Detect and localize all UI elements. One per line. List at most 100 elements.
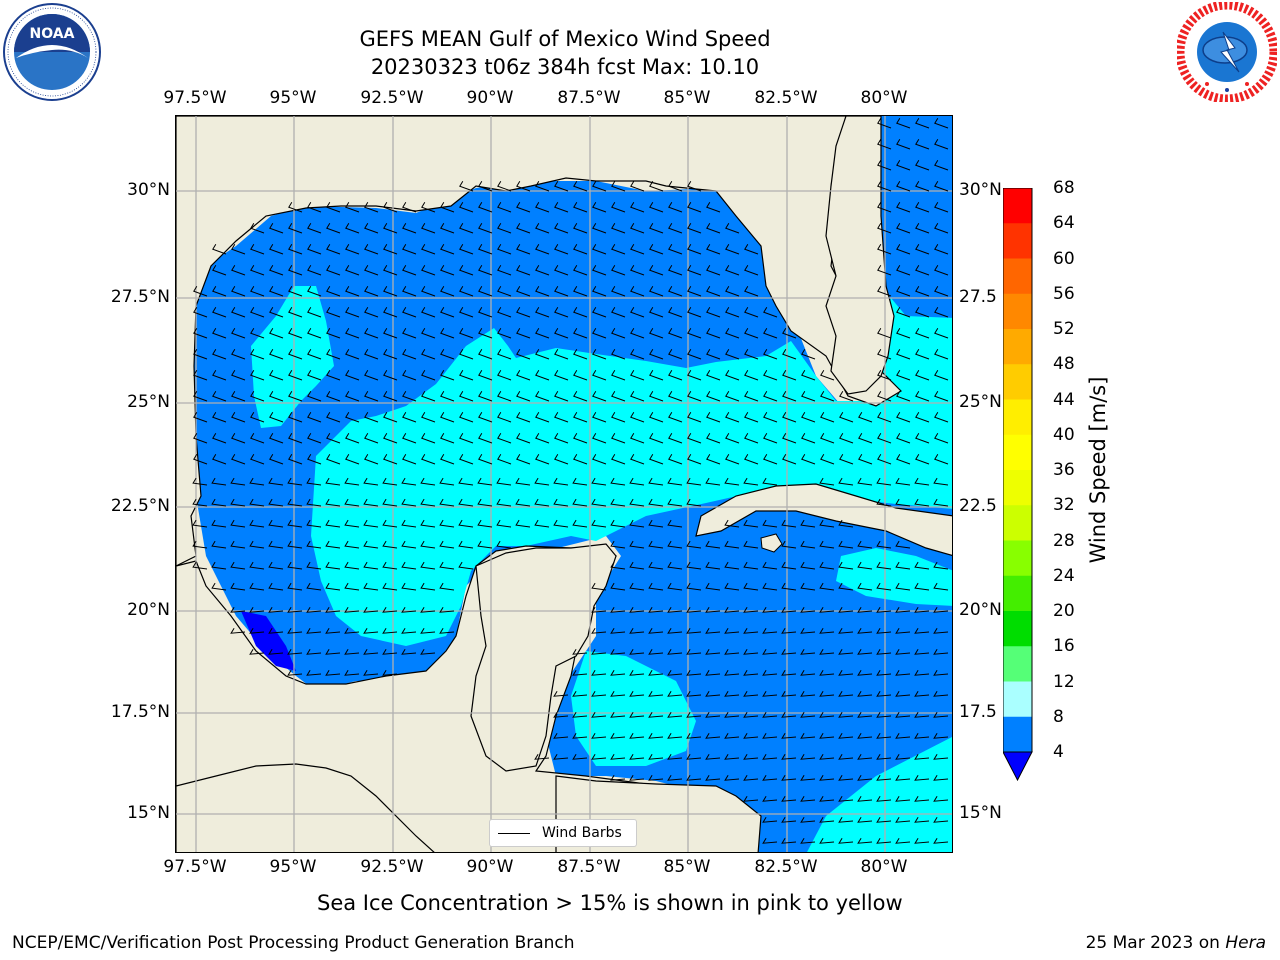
wind-barb — [876, 795, 892, 802]
colorbar-segment — [1003, 434, 1032, 471]
wind-barb — [211, 519, 227, 528]
lon-label-top: 87.5°W — [557, 88, 621, 108]
colorbar-tick: 48 — [1053, 354, 1075, 375]
wind-barb — [459, 432, 474, 444]
wind-barb — [250, 390, 265, 402]
wind-barb — [724, 669, 740, 676]
wind-barb — [724, 606, 740, 613]
wind-barb — [629, 690, 645, 697]
wind-barb — [534, 477, 550, 486]
wind-barb — [686, 498, 702, 507]
wind-barb — [668, 432, 683, 444]
wind-barb — [383, 411, 398, 423]
wind-barb — [877, 369, 892, 381]
wind-barb — [439, 627, 455, 634]
wind-barb — [345, 453, 360, 465]
wind-barb — [686, 774, 702, 781]
wind-barb — [211, 540, 227, 549]
florida-peninsula — [825, 116, 895, 395]
wind-barb — [706, 222, 721, 234]
wind-barb — [382, 519, 398, 528]
colorbar-tick: 68 — [1053, 178, 1075, 198]
wind-barb — [763, 390, 778, 402]
wind-barb — [857, 582, 873, 591]
wind-barb — [383, 222, 398, 234]
wind-barb — [268, 519, 284, 528]
wind-barb — [193, 369, 208, 381]
wind-barb — [648, 519, 664, 528]
wind-barb — [611, 390, 626, 402]
wind-barb — [895, 732, 911, 739]
colorbar-segment — [1003, 646, 1032, 682]
wind-barb — [459, 369, 474, 381]
wind-barb — [554, 243, 569, 255]
wind-barb — [193, 390, 208, 402]
wind-barb — [592, 180, 607, 192]
wind-barb — [421, 453, 436, 465]
wind-barb — [402, 222, 417, 234]
wind-barb — [876, 648, 892, 655]
wind-barb — [649, 348, 664, 360]
wind-barb — [648, 711, 664, 718]
wind-barb — [440, 264, 455, 276]
wind-barb — [306, 540, 322, 549]
wind-barb — [667, 774, 683, 781]
wind-barb — [610, 519, 626, 528]
wind-barb — [687, 411, 702, 423]
wind-barb — [630, 285, 645, 297]
wind-barb — [364, 411, 379, 423]
wind-barb — [401, 519, 417, 528]
wind-barb — [478, 390, 493, 402]
wind-barb — [249, 648, 265, 655]
colorbar-segment — [1003, 716, 1032, 753]
wind-barb — [345, 390, 360, 402]
wind-barb — [363, 519, 379, 528]
wind-barb — [459, 243, 474, 255]
colorbar-tick: 52 — [1053, 319, 1075, 339]
wind-barb — [383, 201, 398, 213]
wind-barb — [497, 432, 512, 444]
wind-barb — [592, 411, 607, 423]
wind-barb — [401, 498, 417, 507]
caribbean-south-8-12 — [807, 737, 952, 852]
wind-barb — [838, 606, 854, 613]
wind-barb — [364, 222, 379, 234]
wind-barb — [896, 201, 911, 213]
wind-barb — [573, 432, 588, 444]
wind-barb — [287, 648, 303, 655]
wind-barb — [573, 348, 588, 360]
wind-barb — [838, 477, 854, 486]
wind-barb — [934, 159, 949, 171]
lat-label-right: 17.5 — [959, 702, 997, 722]
wind-barb — [364, 243, 379, 255]
wind-barb — [288, 201, 303, 213]
wind-barb — [934, 243, 949, 255]
wind-barb — [933, 711, 949, 718]
wind-barb — [553, 711, 569, 718]
wind-barb — [287, 498, 303, 507]
wind-barb — [668, 411, 683, 423]
wind-barb — [307, 348, 322, 360]
wind-barb — [212, 285, 227, 297]
colorbar-tick: 12 — [1053, 671, 1075, 692]
wind-barb — [896, 180, 911, 192]
wind-barb — [668, 243, 683, 255]
wind-barb — [249, 477, 265, 486]
wind-barb — [686, 627, 702, 634]
wind-barb — [364, 432, 379, 444]
wind-barb — [192, 561, 208, 570]
wind-barb — [629, 477, 645, 486]
wind-barb — [325, 606, 341, 613]
wind-barb — [230, 627, 246, 634]
wind-barb — [230, 540, 246, 549]
wind-barb — [668, 390, 683, 402]
wind-barb — [344, 540, 360, 549]
wind-barb — [610, 561, 626, 570]
colorbar-tick: 20 — [1053, 601, 1075, 621]
wind-barb — [724, 627, 740, 634]
wind-barb — [420, 582, 436, 591]
wind-barb — [838, 690, 854, 697]
wind-barb — [857, 732, 873, 739]
wind-barb — [554, 180, 569, 192]
wind-barb — [610, 690, 626, 697]
